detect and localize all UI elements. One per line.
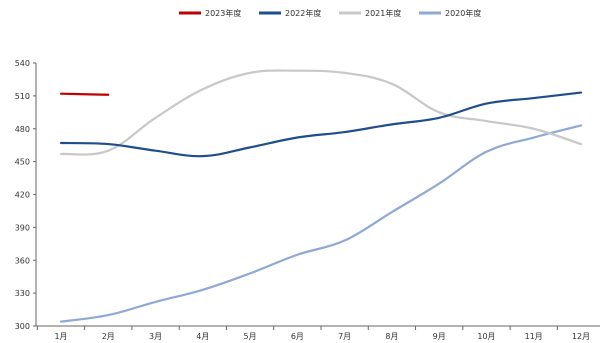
x-tick-label: 2月 (102, 332, 115, 341)
axes: 300 330 360 390 420 450 480 510 540 1月 2月 3月 4月 5月 6月 7… (15, 59, 600, 341)
y-tick-label: 390 (15, 223, 30, 232)
y-tick-label: 420 (15, 191, 30, 200)
y-tick-label: 450 (15, 158, 30, 167)
x-tick-label: 3月 (149, 332, 162, 341)
legend-label: 2021年度 (365, 8, 401, 18)
y-tick-label: 360 (15, 256, 30, 265)
x-tick-label: 8月 (385, 332, 398, 341)
x-tick-label: 12月 (572, 332, 590, 341)
series-line-2023年度 (61, 94, 108, 95)
series-line-2020年度 (61, 125, 581, 321)
x-tick-label: 7月 (338, 332, 351, 341)
y-tick-label: 510 (15, 92, 30, 101)
y-tick-label: 330 (15, 289, 30, 298)
legend-label: 2022年度 (285, 8, 321, 18)
x-tick-label: 9月 (433, 332, 446, 341)
x-tick-label: 6月 (291, 332, 304, 341)
legend-label: 2023年度 (205, 8, 241, 18)
series-line-2021年度 (61, 70, 581, 154)
x-tick-label: 1月 (54, 332, 67, 341)
legend: 2023年度 2022年度 2021年度 2020年度 (179, 8, 481, 18)
legend-label: 2020年度 (445, 8, 481, 18)
x-tick-label: 5月 (244, 332, 257, 341)
x-tick-label: 11月 (525, 332, 543, 341)
y-tick-label: 540 (15, 59, 30, 68)
y-tick-label: 480 (15, 125, 30, 134)
y-tick-label: 300 (15, 322, 30, 331)
series-layer (61, 70, 581, 321)
x-tick-label: 10月 (477, 332, 495, 341)
x-tick-label: 4月 (196, 332, 209, 341)
